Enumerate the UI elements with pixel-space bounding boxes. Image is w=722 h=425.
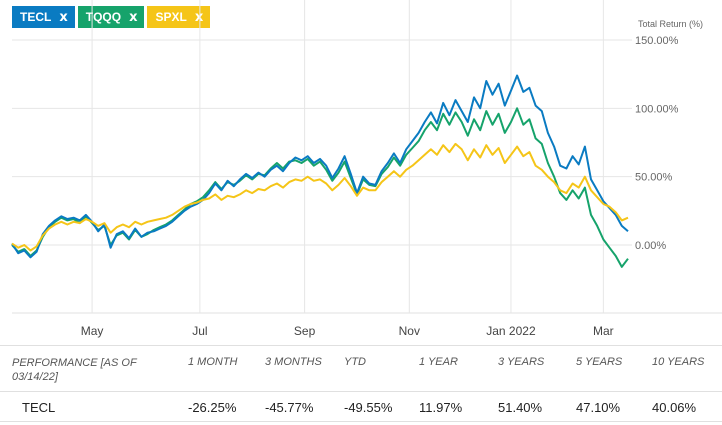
y-axis-title: Total Return (%) xyxy=(638,19,704,29)
value-ytd: -49.55% xyxy=(344,400,393,415)
chip-tecl[interactable]: TECL x xyxy=(12,6,75,28)
x-tick-label: Jul xyxy=(192,324,207,338)
chip-label: SPXL xyxy=(155,10,187,24)
table-row: TECL -26.25% -45.77% -49.55% 11.97% 51.4… xyxy=(0,391,722,422)
col-1-year: 1 YEAR xyxy=(419,356,458,368)
y-tick-label: 100.00% xyxy=(635,103,679,115)
chip-label: TQQQ xyxy=(85,10,122,24)
x-tick-label: Jan 2022 xyxy=(486,324,536,338)
performance-title: PERFORMANCE [as of 03/14/22] xyxy=(12,357,137,383)
close-icon[interactable]: x xyxy=(129,9,138,25)
grid xyxy=(12,0,722,314)
x-tick-label: Nov xyxy=(399,324,420,338)
line-chart: 150.00% 100.00% 50.00% 0.00% May Jul Sep Nov Jan… xyxy=(11,0,722,338)
value-10-years: 40.06% xyxy=(652,400,697,415)
series-chips: TECL x TQQQ x SPXL x xyxy=(12,6,211,28)
col-10-years: 10 YEARS xyxy=(652,356,705,368)
chip-label: TECL xyxy=(20,10,52,24)
series-line-tecl xyxy=(11,74,629,259)
value-1-month: -26.25% xyxy=(188,400,237,415)
value-1-year: 11.97% xyxy=(419,400,463,415)
fund-name: TECL xyxy=(22,400,56,415)
y-tick-label: 0.00% xyxy=(635,240,666,252)
value-3-months: -45.77% xyxy=(265,400,314,415)
value-3-years: 51.40% xyxy=(498,400,543,415)
tick-labels: 150.00% 100.00% 50.00% 0.00% May Jul Sep Nov Jan… xyxy=(81,35,679,338)
chip-spxl[interactable]: SPXL x xyxy=(147,6,211,28)
col-3-months: 3 MONTHS xyxy=(265,356,322,368)
y-tick-label: 50.00% xyxy=(635,172,673,184)
close-icon[interactable]: x xyxy=(194,9,204,25)
performance-header: PERFORMANCE [as of 03/14/22] 1 MONTH 3 M… xyxy=(0,345,722,393)
col-ytd: YTD xyxy=(344,356,366,368)
y-tick-label: 150.00% xyxy=(635,35,679,47)
col-3-years: 3 YEARS xyxy=(498,356,545,368)
value-5-years: 47.10% xyxy=(576,400,621,415)
x-tick-label: Mar xyxy=(593,324,614,338)
series-lines xyxy=(11,74,629,268)
series-line-spxl xyxy=(11,142,629,252)
col-1-month: 1 MONTH xyxy=(188,356,238,368)
col-5-years: 5 YEARS xyxy=(576,356,623,368)
x-tick-label: May xyxy=(81,324,104,338)
x-tick-label: Sep xyxy=(294,324,316,338)
chip-tqqq[interactable]: TQQQ x xyxy=(77,6,145,28)
series-line-tqqq xyxy=(11,107,629,268)
close-icon[interactable]: x xyxy=(59,9,68,25)
